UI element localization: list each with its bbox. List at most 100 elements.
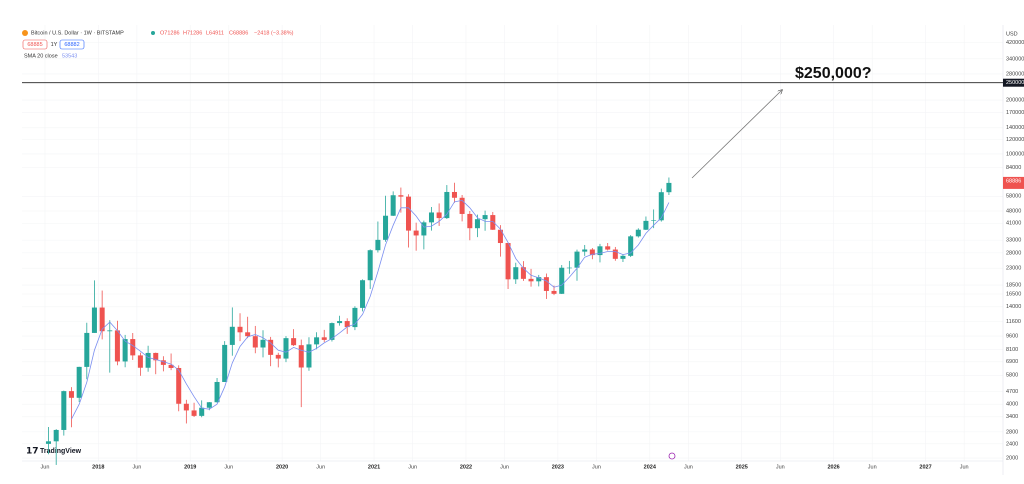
x-tick-label: 2025 — [736, 464, 748, 470]
candle-body — [329, 323, 335, 340]
x-tick-label: Jun — [960, 464, 969, 470]
y-tick-label: 170000 — [1006, 110, 1024, 116]
y-tick-label: 200000 — [1006, 98, 1024, 104]
candle-body — [398, 195, 404, 197]
y-tick-label: 48000 — [1006, 208, 1021, 214]
candle-body — [360, 280, 366, 308]
y-tick-label: 140000 — [1006, 125, 1024, 131]
status-dot — [151, 31, 155, 35]
y-tick-label: 420000 — [1006, 40, 1024, 46]
candle-body — [183, 403, 189, 411]
candle-body — [145, 352, 151, 368]
ohlc-high: H71286 — [183, 30, 202, 36]
buy-box[interactable] — [59, 39, 85, 50]
y-axis-label: USD — [1006, 31, 1018, 37]
candle-body — [536, 277, 542, 282]
candle-body — [406, 196, 412, 231]
x-tick-label: 2022 — [460, 464, 472, 470]
candle-body — [589, 249, 595, 256]
candle-body — [107, 330, 113, 332]
y-tick-label: 18500 — [1006, 283, 1021, 289]
sma-line — [71, 199, 670, 420]
x-tick-label: 2026 — [828, 464, 840, 470]
candle-body — [605, 246, 611, 250]
y-tick-label: 2000 — [1006, 455, 1018, 461]
x-tick-label: Jun — [224, 464, 233, 470]
y-tick-label: 4000 — [1006, 402, 1018, 408]
y-tick-label: 28000 — [1006, 250, 1021, 256]
candle-body — [268, 339, 274, 355]
candle-body — [658, 192, 664, 221]
y-tick-label: 23000 — [1006, 266, 1021, 272]
candle-body — [61, 391, 67, 430]
candle-body — [283, 338, 289, 359]
candle-body — [597, 246, 603, 256]
y-tick-label: 340000 — [1006, 56, 1024, 62]
candle-body — [122, 339, 128, 362]
candle-body — [482, 215, 488, 220]
candle-body — [306, 344, 312, 368]
annotation: $250,000? — [795, 65, 872, 82]
candle-body — [84, 332, 90, 367]
last-price-label: 68886 — [1006, 178, 1021, 184]
candle-body — [612, 249, 618, 259]
x-tick-label: 2018 — [92, 464, 104, 470]
watermark: TradingView — [40, 448, 82, 455]
candle-body — [222, 344, 228, 382]
candle-body — [206, 402, 212, 408]
spread: 1Y — [51, 42, 58, 48]
ohlc-change: −2418 (−3.38%) — [254, 30, 294, 36]
x-tick-label: Jun — [776, 464, 785, 470]
y-tick-label: 280000 — [1006, 71, 1024, 77]
candle-body — [620, 255, 626, 259]
candle-body — [551, 290, 557, 294]
target-label-box — [1003, 78, 1024, 87]
y-tick-label: 11600 — [1006, 319, 1021, 325]
candle-body — [528, 278, 534, 282]
event-icon[interactable] — [668, 452, 676, 460]
marks — [22, 82, 1003, 465]
candle-body — [252, 336, 258, 348]
y-tick-label: 2800 — [1006, 429, 1018, 435]
candle-body — [643, 220, 649, 230]
sell-box[interactable] — [22, 39, 48, 50]
y-tick-label: 58000 — [1006, 194, 1021, 200]
y-tick-label: 41000 — [1006, 221, 1021, 227]
candle-body — [214, 381, 220, 403]
candle-body — [76, 366, 82, 398]
candle-body — [383, 215, 389, 240]
y-tick-label: 14000 — [1006, 304, 1021, 310]
candle-body — [314, 337, 320, 345]
y-tick-label: 3400 — [1006, 414, 1018, 420]
x-tick-label: Jun — [500, 464, 509, 470]
candle-body — [444, 191, 450, 219]
y-tick-label: 84000 — [1006, 165, 1021, 171]
y-tick-label: 4700 — [1006, 389, 1018, 395]
candle-body — [160, 360, 166, 365]
candle-body — [337, 321, 343, 324]
y-tick-label: 5800 — [1006, 373, 1018, 379]
watermark-logo: 𝟭𝟳 — [26, 445, 39, 455]
x-tick-label: Jun — [316, 464, 325, 470]
y-tick-label: 6900 — [1006, 359, 1018, 365]
candle-body — [68, 391, 74, 398]
candle-body — [199, 407, 205, 416]
candle-body — [229, 326, 235, 345]
candle-body — [137, 355, 143, 368]
candle-body — [428, 212, 435, 223]
x-tick-label: 2020 — [276, 464, 288, 470]
buy-price: 68882 — [64, 42, 79, 48]
x-tick-label: Jun — [684, 464, 693, 470]
candle-body — [413, 230, 419, 236]
candle-body — [566, 267, 572, 269]
candle-body — [490, 215, 496, 230]
candle-body — [635, 229, 641, 237]
candle-body — [505, 243, 511, 280]
candle-body — [520, 267, 526, 279]
candle-body — [421, 222, 427, 236]
candle-body — [666, 182, 672, 193]
y-tick-label: 16500 — [1006, 291, 1021, 297]
sell-price: 68885 — [27, 42, 42, 48]
x-tick-label: Jun — [41, 464, 50, 470]
x-tick-label: 2024 — [644, 464, 657, 470]
